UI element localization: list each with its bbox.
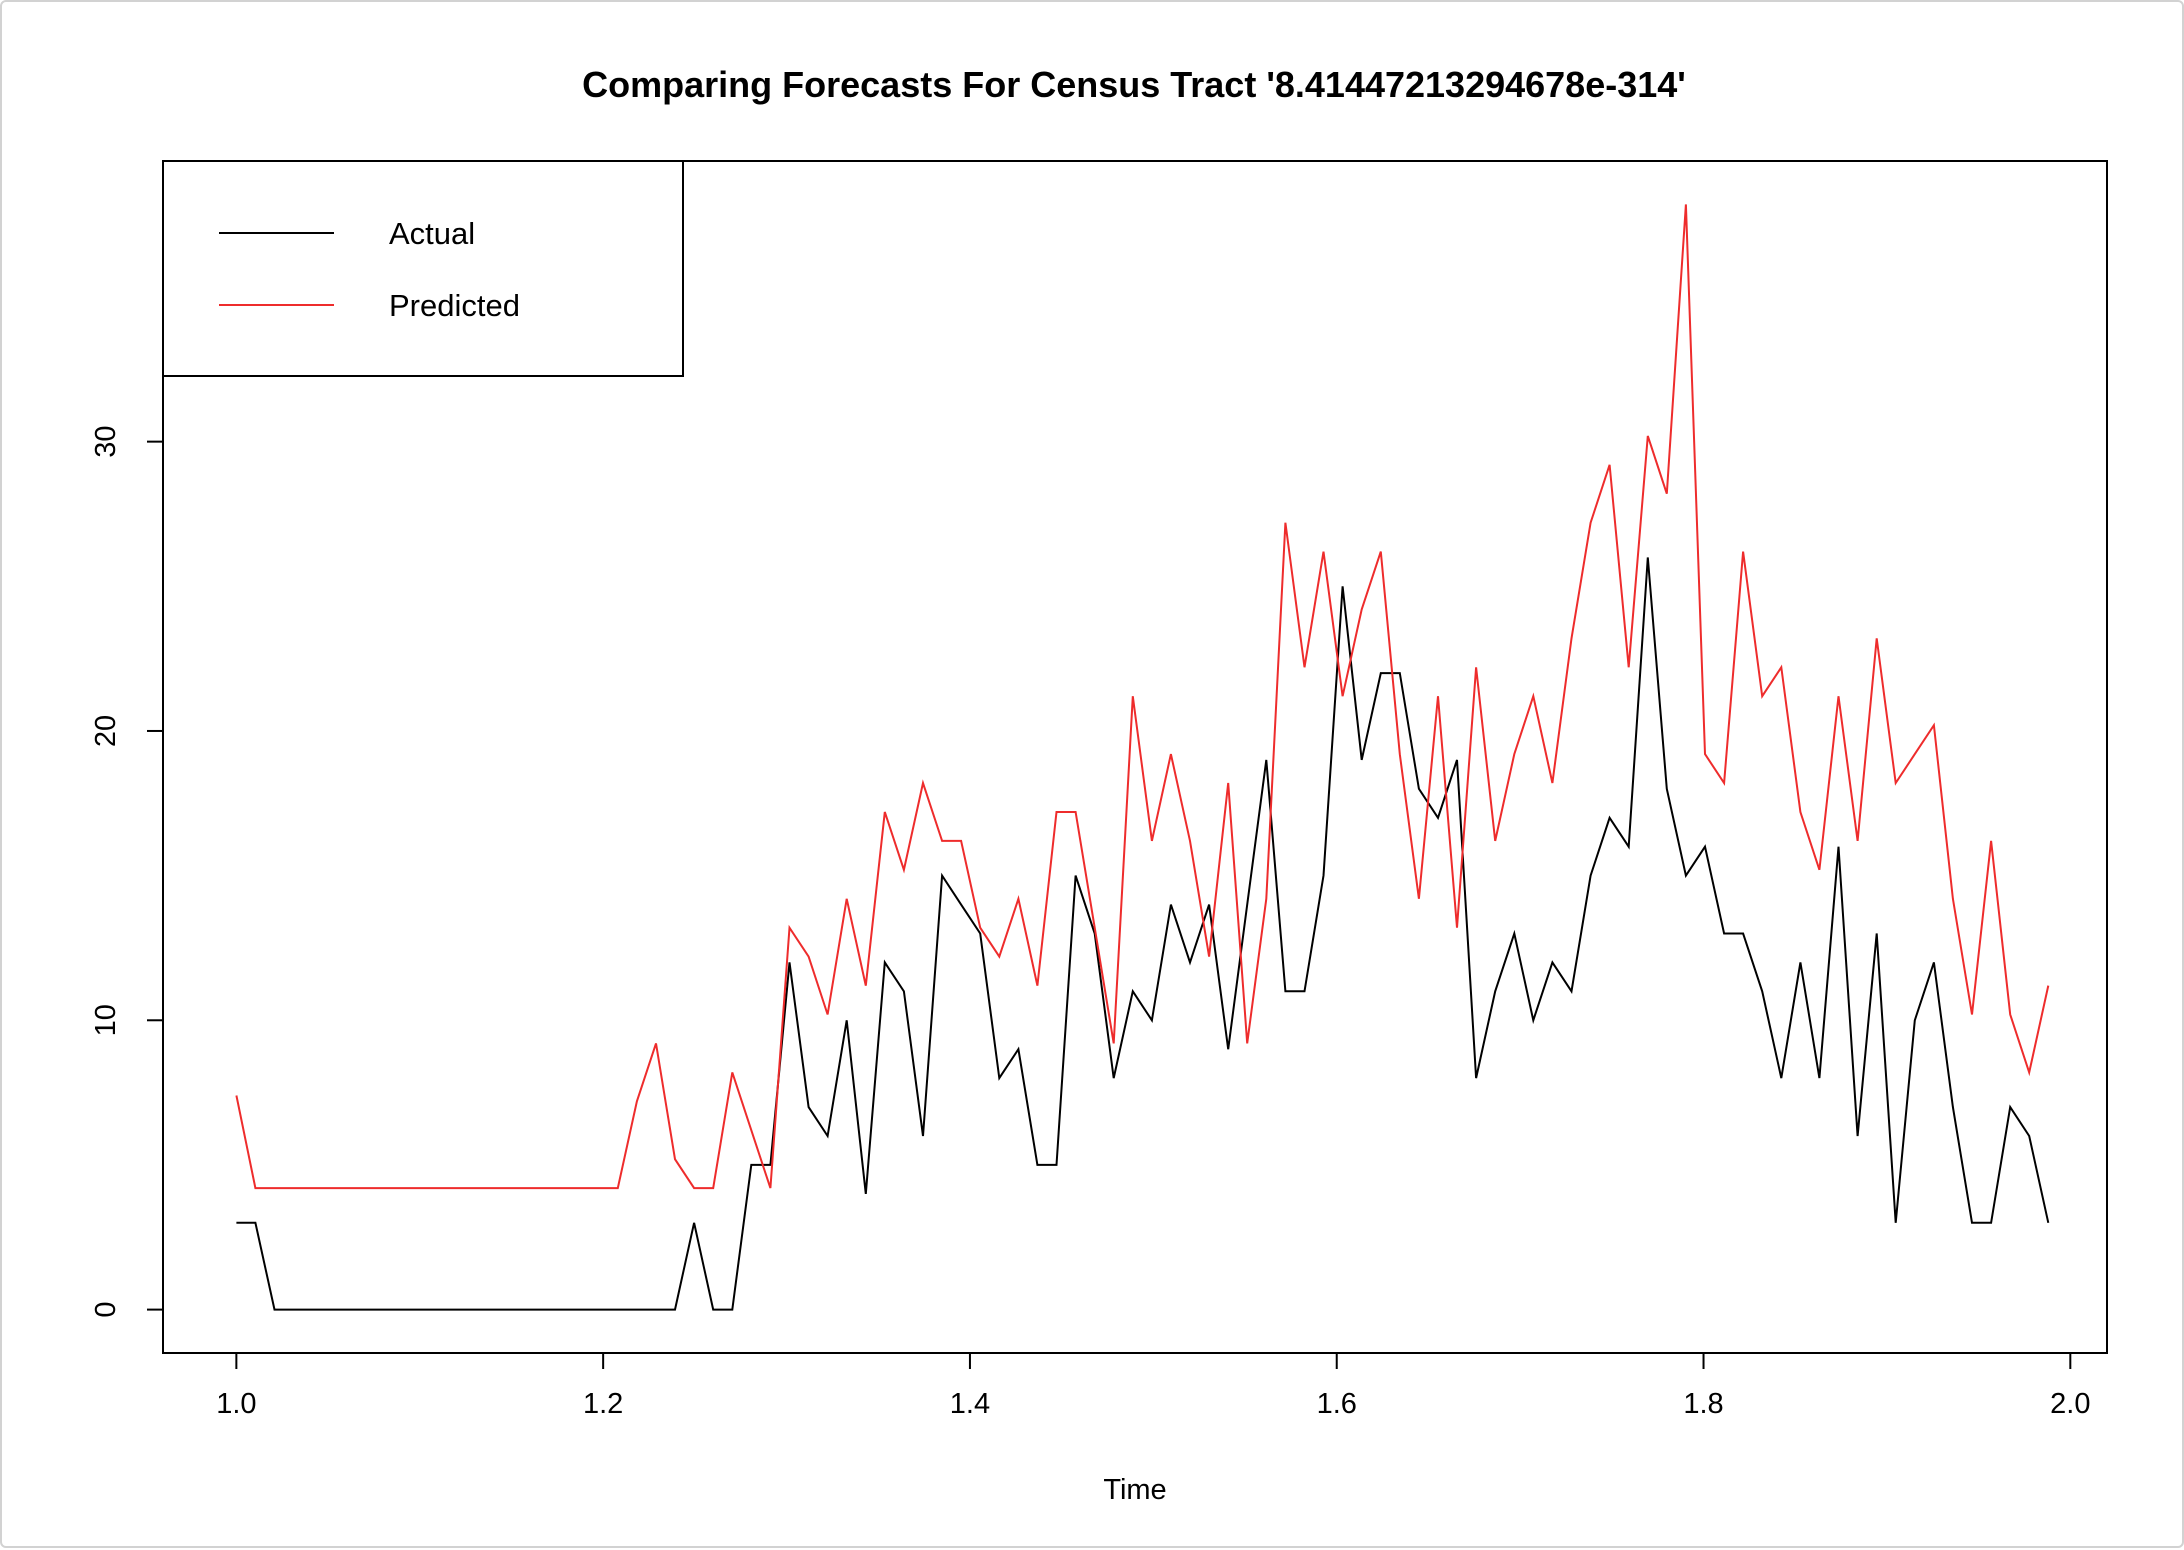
legend: Actual Predicted: [162, 160, 684, 377]
x-axis: 1.0 1.2 1.4 1.6 1.8 2.0: [216, 1352, 2090, 1420]
y-tick-label: 0: [90, 1302, 122, 1318]
x-axis-label: Time: [1103, 1474, 1166, 1506]
x-tick-label: 1.4: [950, 1388, 990, 1420]
y-tick-label: 10: [90, 1004, 122, 1036]
series-layer: [235, 204, 2050, 1311]
legend-label-actual: Actual: [389, 216, 475, 251]
series-line-predicted: [235, 204, 2050, 1190]
legend-box: [162, 160, 684, 377]
x-tick-label: 1.0: [216, 1388, 256, 1420]
legend-label-predicted: Predicted: [389, 288, 520, 323]
y-tick-label: 20: [90, 715, 122, 747]
x-tick-label: 1.6: [1317, 1388, 1357, 1420]
x-tick-label: 2.0: [2050, 1388, 2090, 1420]
y-axis: 0 10 20 30: [90, 426, 164, 1318]
series-line-actual: [236, 557, 2050, 1311]
y-tick-label: 30: [90, 426, 122, 458]
x-tick-label: 1.2: [583, 1388, 623, 1420]
x-tick-label: 1.8: [1683, 1388, 1723, 1420]
chart-title: Comparing Forecasts For Census Tract '8.…: [582, 64, 1686, 105]
